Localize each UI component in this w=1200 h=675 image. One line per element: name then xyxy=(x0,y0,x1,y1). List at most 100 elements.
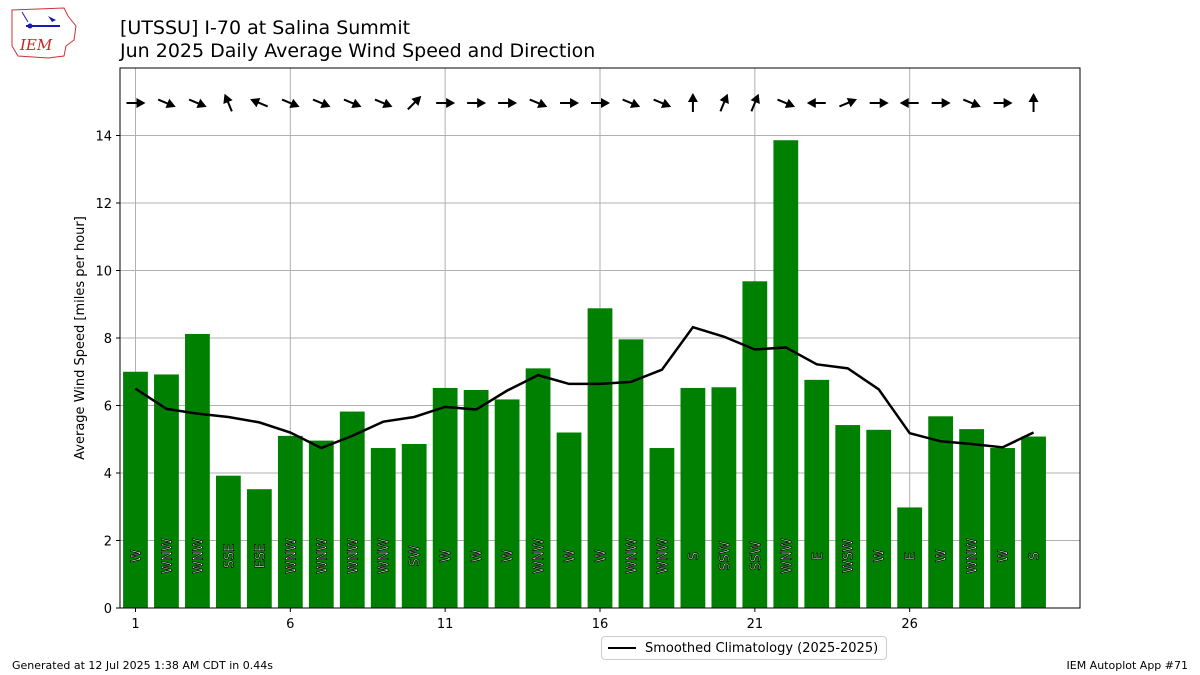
y-axis-label: Average Wind Speed [miles per hour] xyxy=(73,216,88,460)
bar xyxy=(246,489,272,608)
direction-label: W xyxy=(470,549,485,562)
wind-arrow xyxy=(467,98,487,108)
bar xyxy=(277,435,303,608)
direction-labels: W WNW WNW SSE E S E WNW WNW WNW WNW SW W W W WNW W W WNW WN… xyxy=(129,538,1043,574)
chart-subtitle: Jun 2025 Daily Average Wind Speed and Di… xyxy=(120,40,596,62)
footer-generated: Generated at 12 Jul 2025 1:38 AM CDT in … xyxy=(12,659,273,672)
direction-label: SSW xyxy=(749,541,764,571)
direction-label: WNW xyxy=(780,538,795,574)
bar xyxy=(185,333,210,608)
bar xyxy=(959,429,984,608)
bar xyxy=(401,443,427,608)
footer-app: IEM Autoplot App #71 xyxy=(1066,659,1189,672)
wind-arrow xyxy=(281,98,300,109)
bar xyxy=(928,416,954,608)
wind-arrow xyxy=(529,98,548,109)
bar xyxy=(897,507,923,608)
wind-arrow xyxy=(126,98,146,108)
logo-text: IEM xyxy=(19,36,53,54)
bar xyxy=(990,448,1015,608)
wind-arrow xyxy=(560,98,580,108)
chart-title: [UTSSU] I-70 at Salina Summit xyxy=(120,17,411,39)
bar xyxy=(649,448,675,608)
wind-arrow xyxy=(498,98,518,108)
bar xyxy=(556,432,582,608)
bar xyxy=(494,399,520,608)
direction-label: WNW xyxy=(377,538,392,574)
wind-arrow xyxy=(653,98,672,109)
direction-label: WSW xyxy=(842,539,857,573)
wind-arrow xyxy=(188,98,207,109)
direction-label: S xyxy=(687,552,702,560)
y-tick-label: 14 xyxy=(95,130,112,145)
x-tick-label: 6 xyxy=(286,617,294,632)
wind-arrow xyxy=(869,98,889,108)
direction-label: E xyxy=(811,552,826,560)
bar xyxy=(866,429,892,608)
wind-arrows xyxy=(126,93,1039,112)
wind-arrow xyxy=(343,98,362,109)
direction-label: E xyxy=(904,552,919,560)
bar xyxy=(154,374,179,608)
direction-label: W xyxy=(501,549,516,562)
bar xyxy=(835,425,861,608)
x-tick-label: 1 xyxy=(131,617,139,632)
bars xyxy=(123,140,1046,608)
direction-label: W xyxy=(563,549,578,562)
direction-label: SSW xyxy=(718,541,733,571)
bar xyxy=(680,387,706,608)
wind-arrow xyxy=(250,97,269,108)
wind-arrow xyxy=(993,98,1013,108)
bar xyxy=(432,387,458,608)
wind-arrow xyxy=(750,93,760,112)
bar xyxy=(463,389,489,608)
wind-arrow xyxy=(436,98,456,108)
y-tick-label: 0 xyxy=(104,602,112,617)
y-tick-label: 8 xyxy=(104,332,112,347)
direction-label: SSE xyxy=(222,544,237,569)
climatology-line-group xyxy=(134,325,1035,450)
wind-arrow xyxy=(374,98,393,109)
wind-arrow xyxy=(687,93,698,112)
direction-label: WNW xyxy=(966,538,981,574)
y-tick-label: 6 xyxy=(104,400,112,415)
bar xyxy=(216,475,241,608)
wind-arrow xyxy=(312,98,331,109)
y-tick-label: 12 xyxy=(95,197,112,212)
legend: Smoothed Climatology (2025-2025) xyxy=(601,636,888,660)
legend-label: Smoothed Climatology (2025-2025) xyxy=(645,640,879,656)
direction-label: WNW xyxy=(191,538,206,574)
wind-arrow xyxy=(962,98,981,109)
x-tick-label: 21 xyxy=(747,617,764,632)
direction-label: W xyxy=(935,549,950,562)
x-tick-label: 16 xyxy=(592,617,609,632)
wind-arrow xyxy=(407,95,422,111)
direction-label: WNW xyxy=(346,538,361,574)
wind-arrow xyxy=(777,98,796,109)
direction-label: W xyxy=(594,549,609,562)
bar xyxy=(618,339,644,608)
bar xyxy=(773,140,799,608)
direction-label: WNW xyxy=(532,538,547,574)
bar xyxy=(308,440,334,608)
wind-arrow xyxy=(806,98,826,108)
y-tick-label: 2 xyxy=(104,535,112,550)
wind-arrow xyxy=(157,98,176,109)
x-tick-label: 26 xyxy=(901,617,918,632)
legend-line-swatch xyxy=(608,647,636,649)
bar xyxy=(711,387,737,608)
direction-label: W xyxy=(129,549,144,562)
direction-label: WNW xyxy=(160,538,175,574)
x-tick-label: 11 xyxy=(437,617,454,632)
direction-label: SW xyxy=(408,545,423,566)
direction-label: WNW xyxy=(315,538,330,574)
bar xyxy=(804,379,830,608)
bar xyxy=(123,371,148,608)
direction-label: WNW xyxy=(284,538,299,574)
bar xyxy=(339,411,365,608)
y-tick-label: 10 xyxy=(95,265,112,280)
wind-arrow xyxy=(931,98,951,108)
bar xyxy=(370,448,396,608)
